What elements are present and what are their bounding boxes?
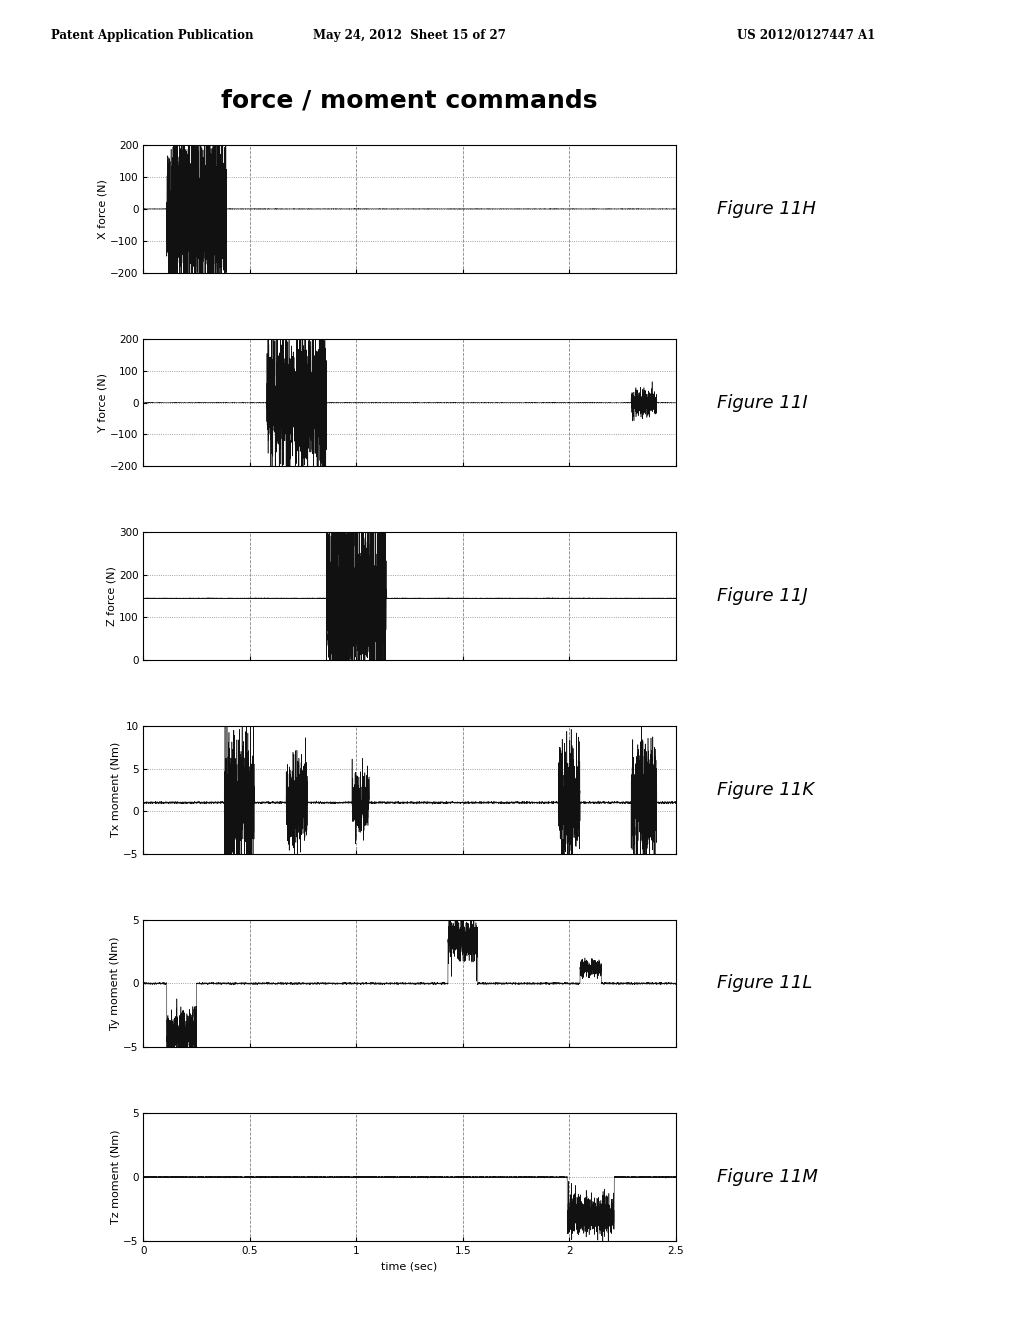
X-axis label: time (sec): time (sec) — [382, 1261, 437, 1271]
Y-axis label: Ty moment (Nm): Ty moment (Nm) — [111, 937, 121, 1030]
Text: Figure 11K: Figure 11K — [717, 781, 814, 799]
Text: Figure 11H: Figure 11H — [717, 199, 816, 218]
Text: US 2012/0127447 A1: US 2012/0127447 A1 — [737, 29, 876, 42]
Y-axis label: Y force (N): Y force (N) — [97, 374, 108, 432]
Y-axis label: X force (N): X force (N) — [97, 180, 108, 239]
Text: force / moment commands: force / moment commands — [221, 88, 598, 112]
Text: Figure 11J: Figure 11J — [717, 587, 808, 605]
Text: Figure 11I: Figure 11I — [717, 393, 808, 412]
Text: Figure 11M: Figure 11M — [717, 1168, 818, 1187]
Text: May 24, 2012  Sheet 15 of 27: May 24, 2012 Sheet 15 of 27 — [313, 29, 506, 42]
Y-axis label: Tx moment (Nm): Tx moment (Nm) — [111, 742, 121, 837]
Text: Patent Application Publication: Patent Application Publication — [51, 29, 254, 42]
Y-axis label: Z force (N): Z force (N) — [106, 566, 116, 626]
Y-axis label: Tz moment (Nm): Tz moment (Nm) — [111, 1130, 121, 1225]
Text: Figure 11L: Figure 11L — [717, 974, 812, 993]
